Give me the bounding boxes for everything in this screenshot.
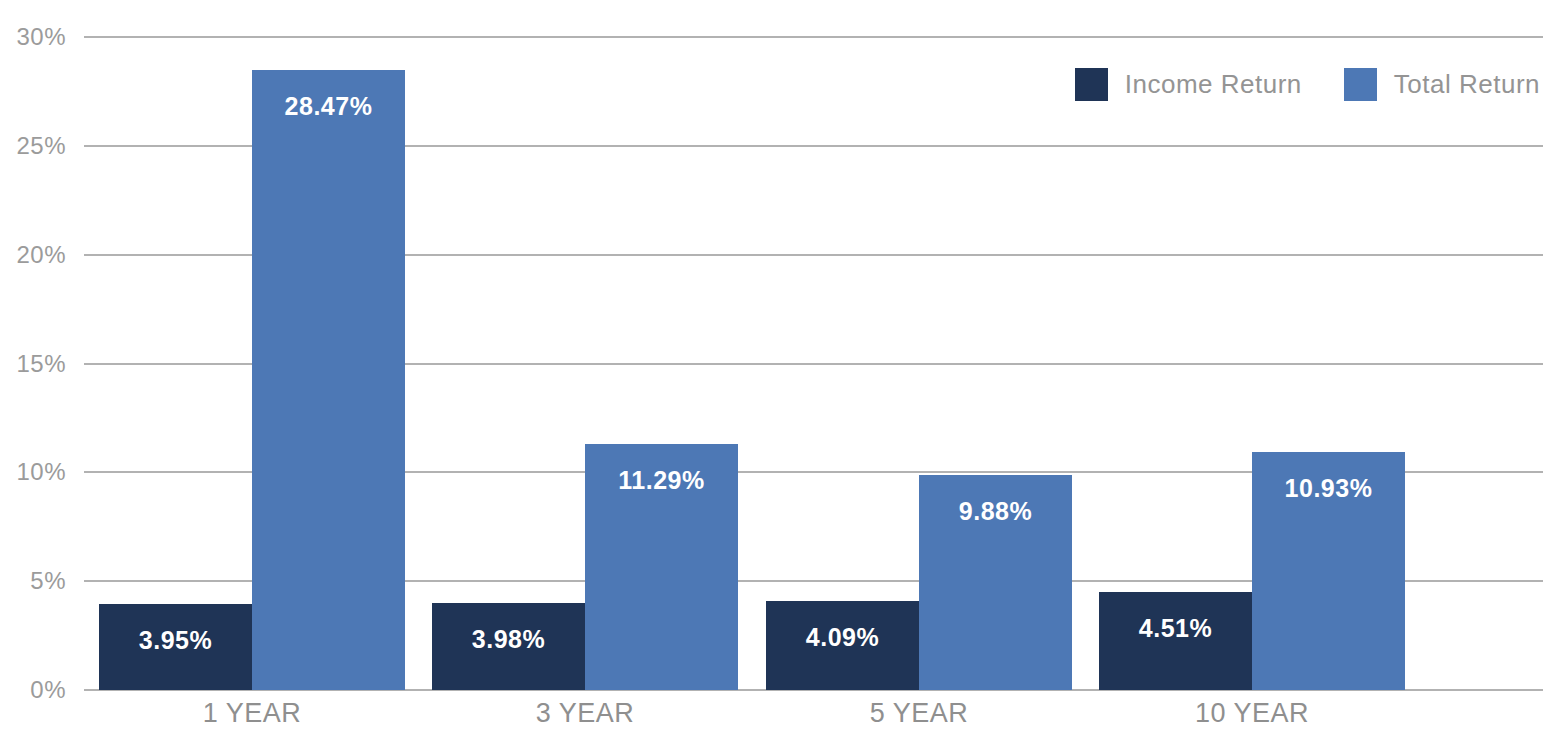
x-tick-label-10-year: 10 YEAR bbox=[1132, 698, 1372, 729]
plot-area: 3.95% 28.47% 3.98% 11.29% 4.09% 9.88% 4.51% 10.… bbox=[84, 37, 1543, 690]
bar-total-return-5-year[interactable]: 9.88% bbox=[919, 475, 1072, 690]
bar-total-return-1-year[interactable]: 28.47% bbox=[252, 70, 405, 690]
bar-income-return-1-year[interactable]: 3.95% bbox=[99, 604, 252, 690]
bar-value-label: 3.95% bbox=[99, 626, 252, 655]
bar-value-label: 9.88% bbox=[919, 497, 1072, 526]
legend: Income Return Total Return bbox=[1075, 68, 1540, 101]
y-tick-label-25%: 25% bbox=[0, 132, 66, 160]
gridline-30% bbox=[84, 36, 1543, 38]
bar-value-label: 11.29% bbox=[585, 466, 738, 495]
legend-label-total-return: Total Return bbox=[1394, 69, 1540, 100]
y-tick-label-0%: 0% bbox=[0, 676, 66, 704]
x-axis: 1 YEAR 3 YEAR 5 YEAR 10 YEAR bbox=[84, 698, 1543, 738]
income-return-swatch-icon bbox=[1075, 68, 1108, 101]
y-axis: 0%5%10%15%20%25%30% bbox=[0, 37, 66, 690]
legend-item-total-return[interactable]: Total Return bbox=[1344, 68, 1540, 101]
bar-total-return-3-year[interactable]: 11.29% bbox=[585, 444, 738, 690]
x-tick-label-5-year: 5 YEAR bbox=[799, 698, 1039, 729]
bar-total-return-10-year[interactable]: 10.93% bbox=[1252, 452, 1405, 690]
y-tick-label-15%: 15% bbox=[0, 350, 66, 378]
x-tick-label-1-year: 1 YEAR bbox=[132, 698, 372, 729]
total-return-swatch-icon bbox=[1344, 68, 1377, 101]
y-tick-label-20%: 20% bbox=[0, 241, 66, 269]
y-tick-label-10%: 10% bbox=[0, 458, 66, 486]
bar-value-label: 4.09% bbox=[766, 623, 919, 652]
bar-chart: 0% 5% 10% 15% 20% 25% 30% 3.95% 28.47% 3.98% 11.2… bbox=[0, 0, 1558, 750]
bar-income-return-3-year[interactable]: 3.98% bbox=[432, 603, 585, 690]
bar-value-label: 10.93% bbox=[1252, 474, 1405, 503]
bar-value-label: 28.47% bbox=[252, 92, 405, 121]
x-tick-label-3-year: 3 YEAR bbox=[465, 698, 705, 729]
y-tick-label-30%: 30% bbox=[0, 23, 66, 51]
bar-income-return-5-year[interactable]: 4.09% bbox=[766, 601, 919, 690]
legend-label-income-return: Income Return bbox=[1125, 69, 1302, 100]
y-tick-label-5%: 5% bbox=[0, 567, 66, 595]
legend-item-income-return[interactable]: Income Return bbox=[1075, 68, 1302, 101]
bar-income-return-10-year[interactable]: 4.51% bbox=[1099, 592, 1252, 690]
bar-value-label: 3.98% bbox=[432, 625, 585, 654]
bar-value-label: 4.51% bbox=[1099, 614, 1252, 643]
